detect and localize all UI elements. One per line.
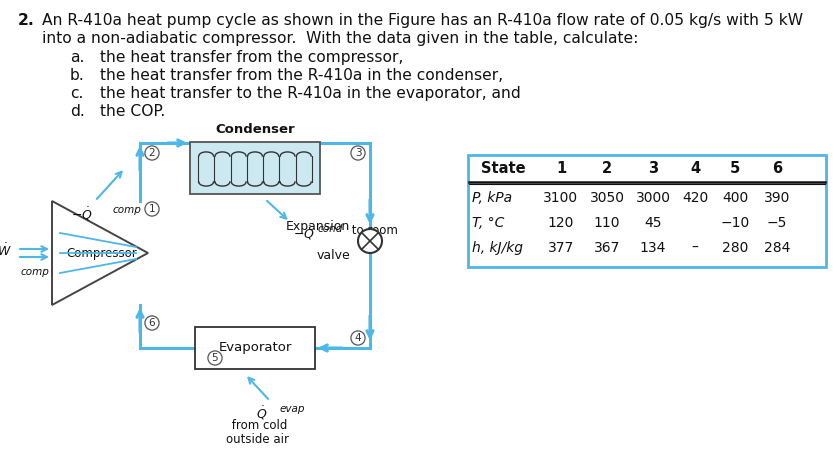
Text: $\dot{Q}$: $\dot{Q}$ [257, 404, 267, 421]
Text: –: – [691, 241, 698, 255]
Text: 3050: 3050 [590, 191, 625, 205]
Text: the heat transfer from the R-410a in the condenser,: the heat transfer from the R-410a in the… [100, 68, 503, 83]
Text: 110: 110 [594, 216, 621, 230]
Text: cond: cond [318, 224, 343, 234]
Text: valve: valve [317, 249, 350, 262]
Text: 400: 400 [722, 191, 748, 205]
Text: outside air: outside air [227, 433, 290, 446]
Text: 134: 134 [640, 241, 666, 255]
Text: 1: 1 [148, 204, 155, 214]
Text: 6: 6 [772, 161, 782, 176]
Text: the heat transfer from the compressor,: the heat transfer from the compressor, [100, 50, 403, 65]
Text: the COP.: the COP. [100, 104, 165, 119]
Text: h, kJ/kg: h, kJ/kg [472, 241, 523, 255]
Text: from cold: from cold [228, 419, 287, 432]
Text: −5: −5 [767, 216, 787, 230]
Text: $-\dot{Q}$: $-\dot{Q}$ [293, 224, 315, 242]
Text: 5: 5 [212, 353, 218, 363]
Text: Condenser: Condenser [215, 123, 295, 136]
Text: An R-410a heat pump cycle as shown in the Figure has an R-410a flow rate of 0.05: An R-410a heat pump cycle as shown in th… [42, 13, 803, 28]
Text: the heat transfer to the R-410a in the evaporator, and: the heat transfer to the R-410a in the e… [100, 86, 521, 101]
Text: 420: 420 [682, 191, 708, 205]
Text: P, kPa: P, kPa [472, 191, 512, 205]
Text: 45: 45 [644, 216, 661, 230]
Bar [195, 327, 315, 369]
Text: $-\dot{Q}$: $-\dot{Q}$ [71, 205, 93, 223]
Text: 2.: 2. [18, 13, 35, 28]
Text: 3100: 3100 [543, 191, 579, 205]
Text: −10: −10 [721, 216, 750, 230]
Text: d.: d. [70, 104, 85, 119]
Text: 367: 367 [594, 241, 621, 255]
Text: comp: comp [20, 267, 49, 277]
Text: T, °C: T, °C [472, 216, 504, 230]
Text: 120: 120 [548, 216, 574, 230]
Text: a.: a. [70, 50, 84, 65]
Text: State: State [481, 161, 526, 176]
Text: Compressor: Compressor [67, 246, 137, 259]
Text: 3: 3 [648, 161, 658, 176]
Text: 1: 1 [556, 161, 566, 176]
Text: 4: 4 [690, 161, 700, 176]
Text: evap: evap [280, 404, 306, 414]
Text: 2: 2 [602, 161, 612, 176]
Text: 6: 6 [148, 318, 155, 328]
Text: 3: 3 [355, 148, 362, 158]
Text: 284: 284 [764, 241, 791, 255]
Text: 4: 4 [355, 333, 362, 343]
Text: 280: 280 [722, 241, 748, 255]
Text: 377: 377 [548, 241, 574, 255]
Text: 390: 390 [764, 191, 791, 205]
Text: b.: b. [70, 68, 85, 83]
Text: Evaporator: Evaporator [218, 342, 292, 355]
Text: comp: comp [113, 205, 142, 215]
Text: 3000: 3000 [636, 191, 671, 205]
Text: Expansion: Expansion [286, 220, 350, 233]
Bar [468, 155, 826, 267]
Circle shape [358, 229, 382, 253]
Bar [190, 142, 320, 194]
Text: 2: 2 [148, 148, 155, 158]
Text: c.: c. [70, 86, 83, 101]
Text: into a non-adiabatic compressor.  With the data given in the table, calculate:: into a non-adiabatic compressor. With th… [42, 31, 638, 46]
Text: $-\dot{W}$: $-\dot{W}$ [0, 243, 12, 259]
Text: 5: 5 [730, 161, 741, 176]
Text: to room: to room [348, 224, 398, 237]
